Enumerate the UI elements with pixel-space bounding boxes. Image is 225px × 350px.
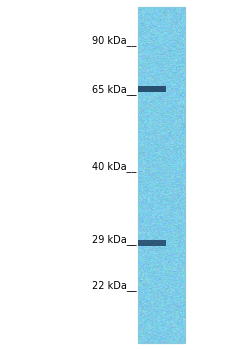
Text: 29 kDa__: 29 kDa__ xyxy=(92,234,136,245)
Text: 65 kDa__: 65 kDa__ xyxy=(92,84,136,95)
Text: 40 kDa__: 40 kDa__ xyxy=(92,161,136,172)
Bar xyxy=(138,7,184,343)
Text: 22 kDa__: 22 kDa__ xyxy=(92,280,136,291)
Text: 90 kDa__: 90 kDa__ xyxy=(92,35,136,46)
Bar xyxy=(138,240,166,246)
Bar xyxy=(138,86,166,92)
Bar xyxy=(138,7,184,343)
